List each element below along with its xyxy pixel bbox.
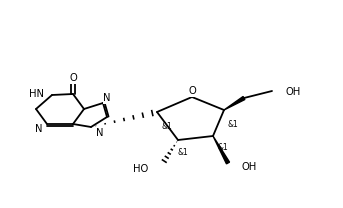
Text: OH: OH xyxy=(242,162,257,172)
Text: &1: &1 xyxy=(178,148,189,157)
Text: O: O xyxy=(188,86,196,96)
Polygon shape xyxy=(224,97,245,110)
Text: HN: HN xyxy=(29,89,44,99)
Text: O: O xyxy=(69,73,77,83)
Text: N: N xyxy=(35,124,42,134)
Text: N: N xyxy=(103,93,111,103)
Text: &1: &1 xyxy=(228,120,239,129)
Text: &1: &1 xyxy=(162,122,173,131)
Text: N: N xyxy=(96,128,104,138)
Text: &1: &1 xyxy=(218,143,229,152)
Text: HO: HO xyxy=(133,164,148,174)
Text: OH: OH xyxy=(286,87,301,97)
Polygon shape xyxy=(213,136,229,164)
